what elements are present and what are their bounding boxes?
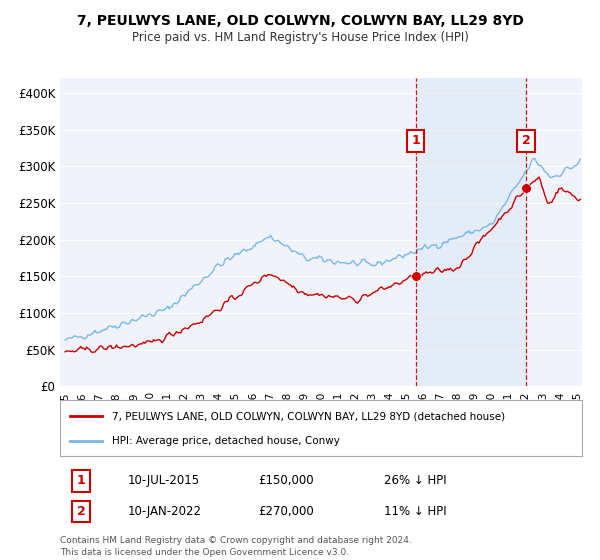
Text: 10-JAN-2022: 10-JAN-2022 <box>128 505 202 518</box>
Text: 11% ↓ HPI: 11% ↓ HPI <box>383 505 446 518</box>
Text: 2: 2 <box>77 505 85 518</box>
Text: Price paid vs. HM Land Registry's House Price Index (HPI): Price paid vs. HM Land Registry's House … <box>131 31 469 44</box>
Text: 1: 1 <box>412 134 420 147</box>
Text: 7, PEULWYS LANE, OLD COLWYN, COLWYN BAY, LL29 8YD: 7, PEULWYS LANE, OLD COLWYN, COLWYN BAY,… <box>77 14 523 28</box>
Text: £150,000: £150,000 <box>259 474 314 487</box>
Text: 2: 2 <box>522 134 530 147</box>
Text: £270,000: £270,000 <box>259 505 314 518</box>
Text: This data is licensed under the Open Government Licence v3.0.: This data is licensed under the Open Gov… <box>60 548 349 557</box>
Text: Contains HM Land Registry data © Crown copyright and database right 2024.: Contains HM Land Registry data © Crown c… <box>60 536 412 545</box>
Bar <box>416 78 526 386</box>
Text: 26% ↓ HPI: 26% ↓ HPI <box>383 474 446 487</box>
Text: HPI: Average price, detached house, Conwy: HPI: Average price, detached house, Conw… <box>112 436 340 446</box>
Text: 1: 1 <box>77 474 85 487</box>
Text: 10-JUL-2015: 10-JUL-2015 <box>128 474 200 487</box>
Text: 7, PEULWYS LANE, OLD COLWYN, COLWYN BAY, LL29 8YD (detached house): 7, PEULWYS LANE, OLD COLWYN, COLWYN BAY,… <box>112 411 505 421</box>
